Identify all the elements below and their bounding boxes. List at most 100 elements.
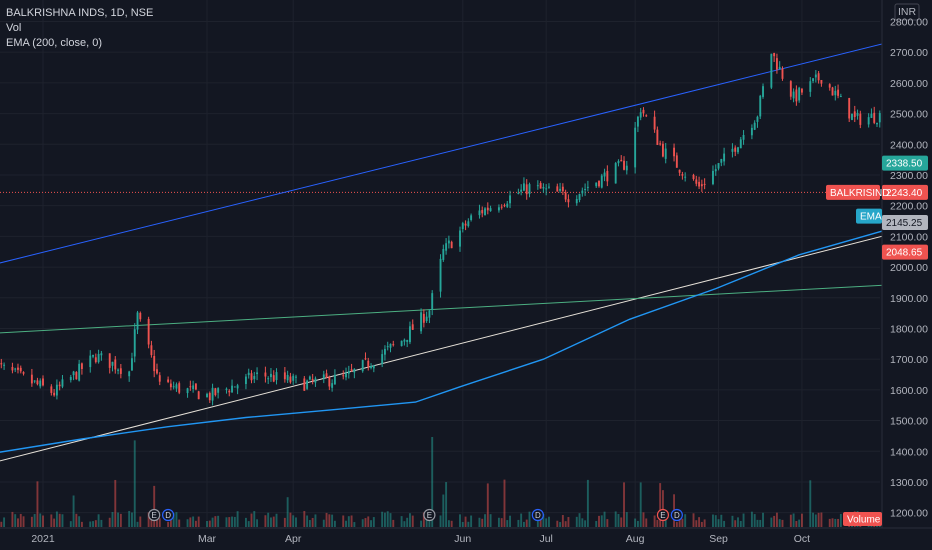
candle-body: [681, 174, 684, 176]
candle-body: [295, 376, 297, 378]
volume-bar: [798, 519, 801, 527]
volume-bar: [311, 517, 314, 527]
volume-bar: [614, 511, 617, 527]
volume-bar: [461, 521, 464, 527]
y-tick-label: 1400.00: [890, 446, 928, 458]
candle-body: [439, 258, 442, 292]
candle-body: [489, 208, 492, 212]
candle-body: [536, 185, 539, 187]
volume-bar: [789, 514, 792, 527]
candle-body: [781, 68, 784, 79]
event-dividend: D: [670, 508, 683, 522]
candle-body: [603, 172, 606, 177]
candle-body: [33, 380, 36, 382]
candle-body: [837, 89, 840, 96]
candle-body: [848, 98, 851, 119]
candle-body: [556, 186, 559, 192]
volume-bar: [92, 521, 94, 527]
volume-bar: [78, 516, 81, 527]
volume-bar: [759, 519, 762, 527]
candle-body: [361, 360, 364, 372]
volume-bar: [272, 516, 275, 527]
candle-body: [675, 155, 678, 168]
volume-bar: [506, 520, 509, 527]
candle-body: [664, 148, 667, 159]
candle-body: [656, 129, 659, 145]
volume-bar: [773, 515, 776, 527]
volume-bar: [447, 520, 450, 527]
candle-body: [459, 230, 461, 247]
candle-body: [642, 109, 645, 114]
candle-body: [798, 87, 801, 101]
volume-bar: [244, 517, 247, 527]
candle-body: [22, 372, 25, 374]
volume-bar: [445, 482, 448, 527]
candle-body: [703, 183, 706, 185]
volume-bar: [642, 512, 645, 527]
volume-bar: [509, 515, 511, 527]
candle-body: [197, 391, 200, 400]
volume-bar: [208, 520, 211, 527]
event-label: D: [165, 511, 171, 520]
candle-body: [36, 380, 39, 385]
volume-bar: [720, 514, 723, 527]
volume-bar: [603, 511, 606, 527]
legend-volume[interactable]: Vol: [6, 22, 22, 34]
candle-body: [867, 117, 870, 125]
volume-bar: [289, 512, 292, 527]
volume-bar: [422, 512, 425, 527]
currency-label: INR: [898, 6, 917, 18]
event-dividend: D: [162, 508, 175, 522]
volume-bar: [678, 517, 681, 527]
candle-body: [828, 84, 831, 88]
y-tick-label: 2400.00: [890, 139, 928, 151]
price-tag: [882, 155, 928, 171]
volume-bar: [503, 479, 506, 527]
candle-body: [759, 95, 762, 117]
candle-body: [194, 383, 197, 390]
candle-body: [39, 380, 42, 387]
candle-body: [406, 339, 409, 342]
candle-body: [634, 127, 637, 168]
volume-bar: [247, 521, 250, 527]
candle-body: [470, 215, 473, 220]
volume-tag-label: Volume: [847, 515, 881, 526]
y-tick-label: 2200.00: [890, 201, 928, 213]
volume-bar: [636, 520, 639, 527]
y-tick-label: 2700.00: [890, 47, 928, 59]
volume-bar: [225, 517, 228, 527]
chart-legend: BALKRISHNA INDS, 1D, NSE Vol EMA (200, c…: [6, 6, 153, 51]
volume-bar: [94, 520, 97, 527]
candle-body: [381, 354, 384, 364]
volume-bar: [684, 514, 687, 527]
volume-bar: [778, 519, 781, 527]
volume-bar: [431, 437, 434, 527]
candle-body: [548, 186, 550, 188]
grid: [0, 0, 880, 528]
price-tag-label: 2145.25: [886, 218, 923, 229]
candle-body: [595, 182, 598, 187]
candle-body: [345, 373, 347, 378]
volume-bar: [517, 519, 520, 527]
candle-body: [422, 313, 425, 323]
candle-body: [617, 160, 620, 164]
volume-bar: [306, 515, 309, 527]
candle-body: [247, 372, 250, 376]
volume-bar: [389, 513, 392, 527]
legend-ema[interactable]: EMA (200, close, 0): [6, 37, 102, 49]
candle-body: [678, 169, 681, 173]
volume-bar: [834, 518, 837, 527]
volume-bar: [700, 521, 703, 527]
candle-body: [286, 374, 289, 381]
candle-body: [581, 190, 584, 194]
candle-body: [575, 198, 578, 204]
x-tick-label: Jul: [539, 533, 552, 545]
legend-symbol[interactable]: BALKRISHNA INDS, 1D, NSE: [6, 7, 154, 19]
candle-body: [817, 73, 820, 81]
volume-bar: [119, 513, 122, 527]
volume-bar: [634, 518, 637, 527]
candle-body: [80, 363, 83, 369]
event-earnings-red: E: [656, 508, 670, 522]
